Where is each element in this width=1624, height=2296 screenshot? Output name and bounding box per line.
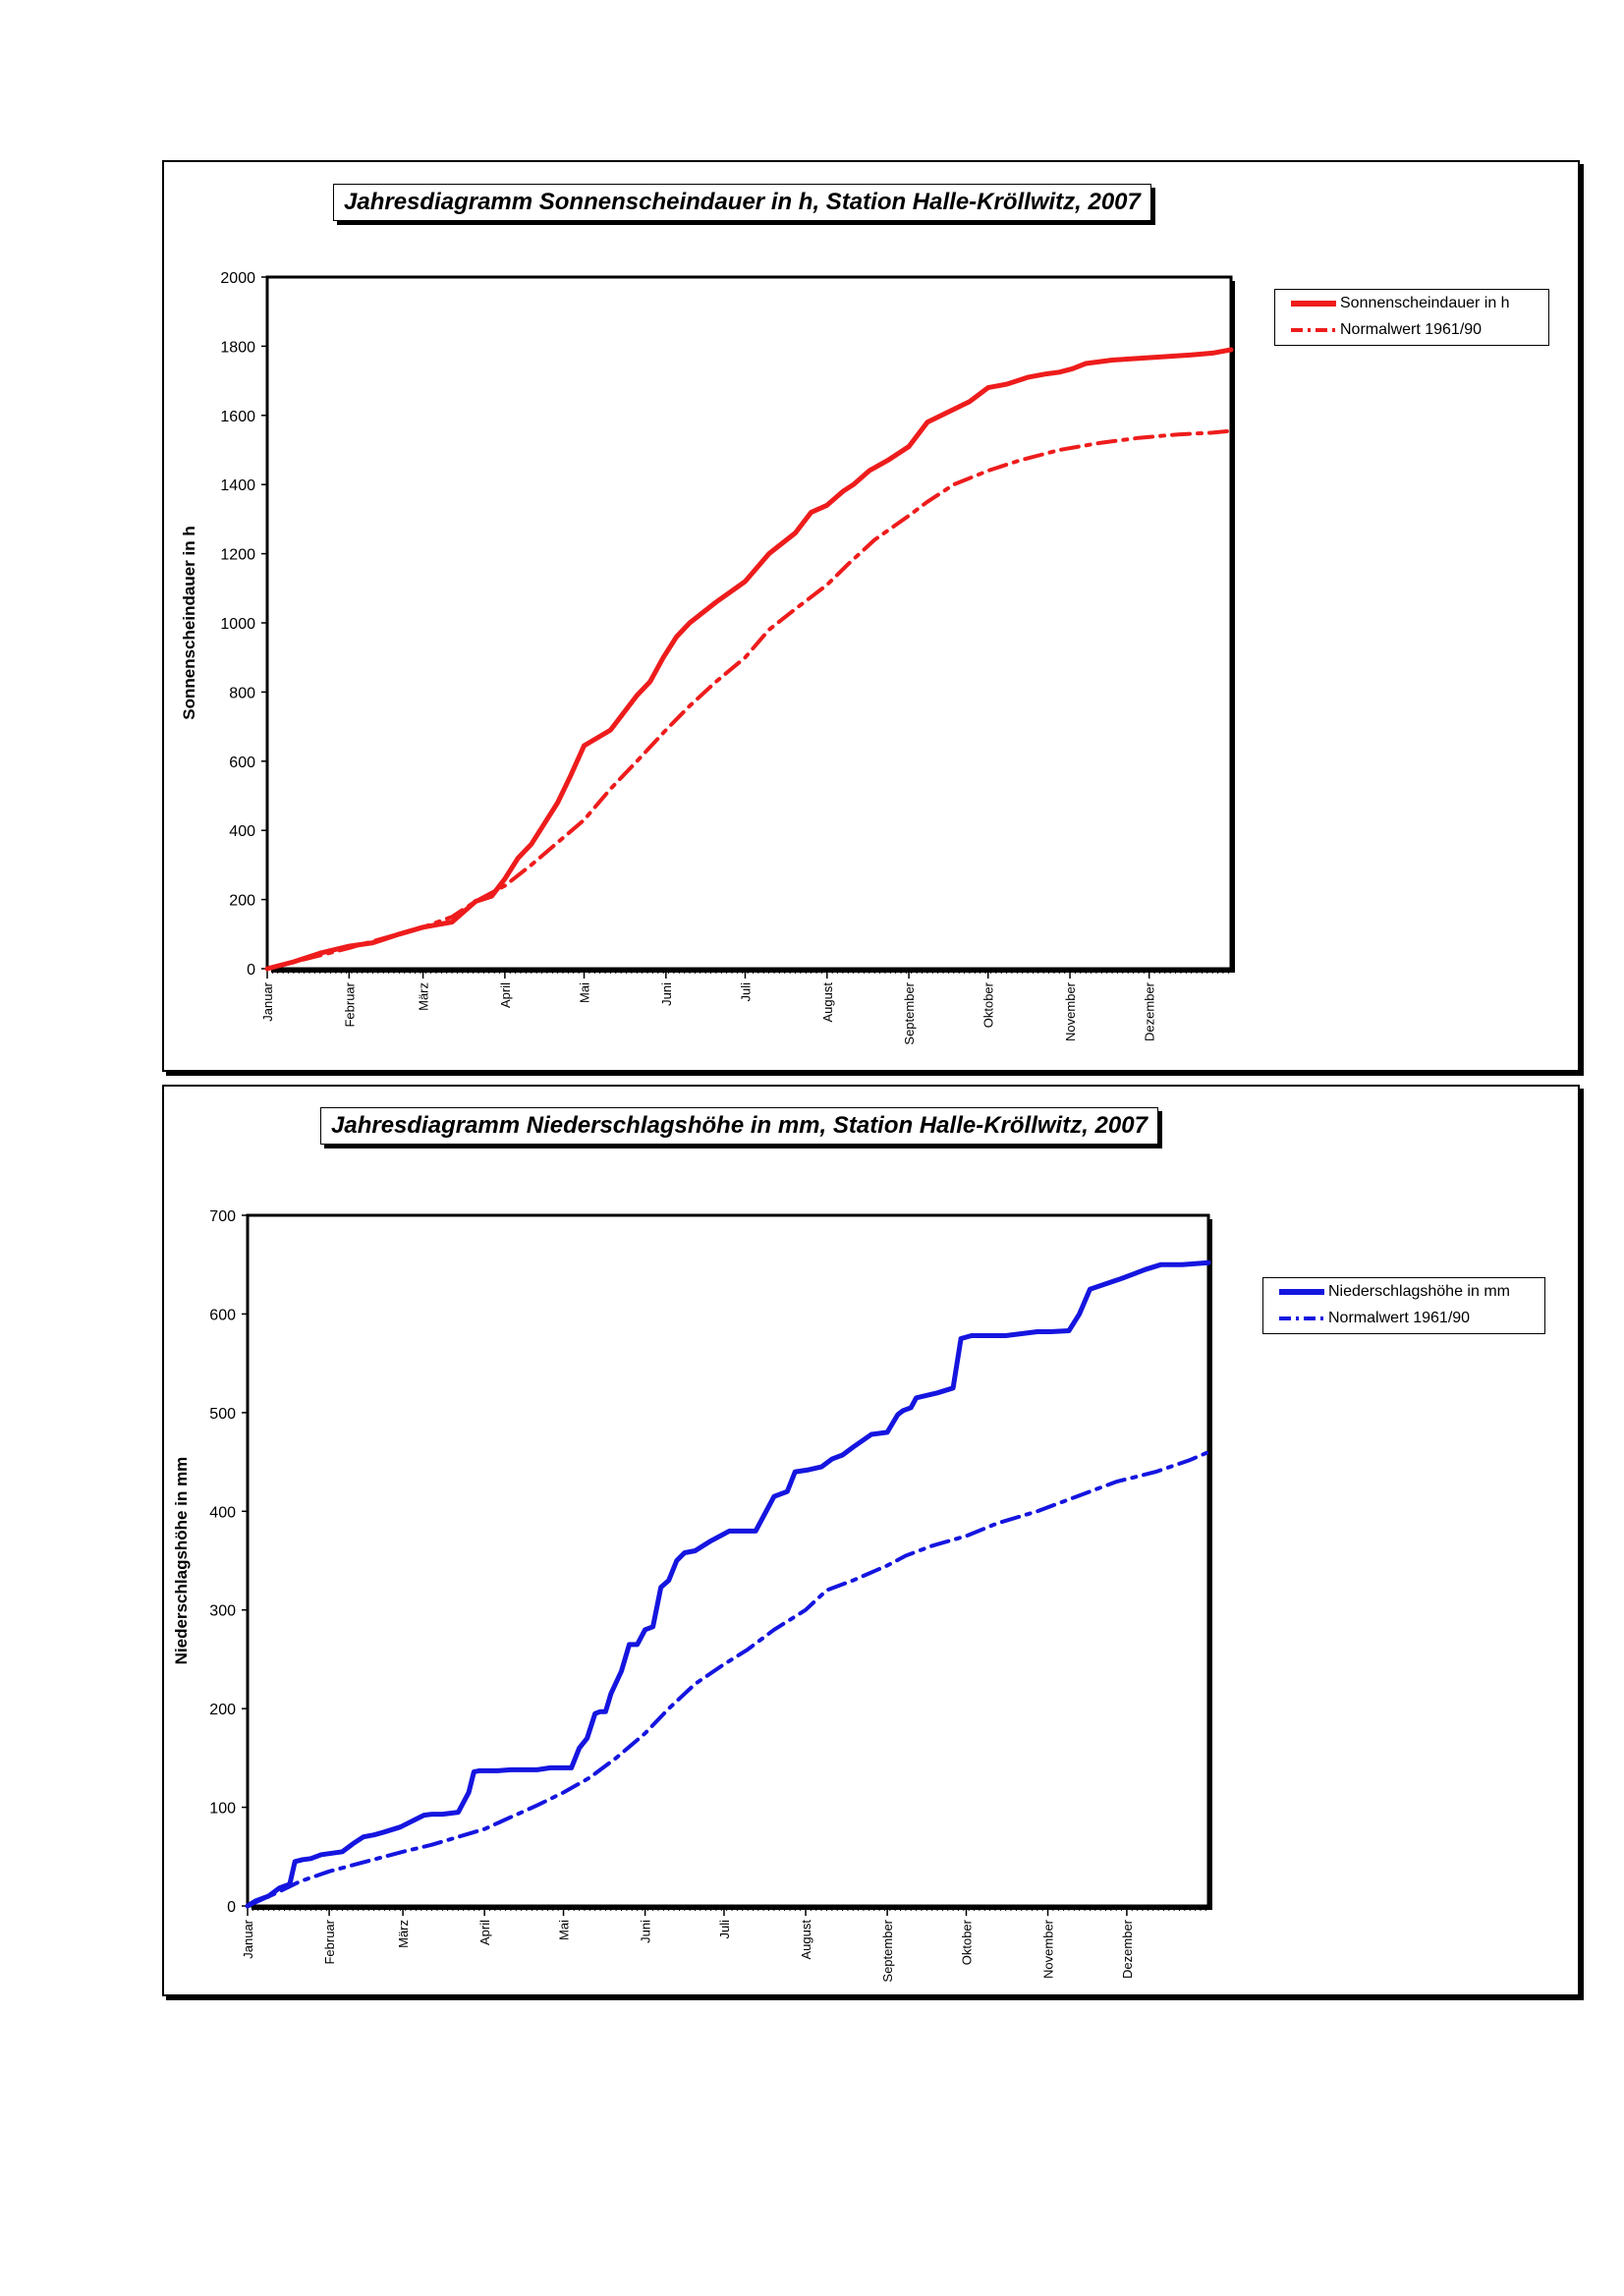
series-line-measured	[245, 1260, 1211, 1909]
y-tick-label: 1800	[220, 339, 255, 356]
legend-label-sunshine: Sonnenscheindauer in h	[1340, 295, 1510, 311]
x-month-label: November	[1063, 981, 1078, 1041]
y-tick-label: 1400	[220, 477, 255, 494]
legend-item-sunshine: Sonnenscheindauer in h	[1275, 290, 1548, 316]
x-month-label: April	[477, 1920, 492, 1945]
x-month-label: September	[902, 981, 917, 1044]
x-month-label: Januar	[241, 1919, 255, 1958]
chart-title-precipitation: Jahresdiagramm Niederschlagshöhe in mm, …	[320, 1107, 1158, 1145]
y-tick-label: 0	[227, 1899, 236, 1916]
x-month-label: Oktober	[981, 981, 996, 1028]
y-tick-label: 0	[247, 962, 255, 979]
y-tick-label: 1600	[220, 409, 255, 425]
legend-precipitation: Niederschlagshöhe in mm Normalwert 1961/…	[1262, 1277, 1545, 1334]
y-tick-label: 600	[209, 1307, 236, 1323]
y-tick-label: 2000	[220, 270, 255, 287]
sunshine-chart: 0 200 400 600 800 1000 1200 1400 1600 1800 2000 Jan…	[180, 270, 1235, 1045]
y-tick-label: 1000	[220, 616, 255, 633]
x-month-label: August	[799, 1920, 813, 1960]
x-month-label: Dezember	[1143, 981, 1157, 1041]
x-month-label: Juli	[717, 1920, 732, 1939]
plot-area	[265, 275, 1233, 971]
x-month-label: Mai	[578, 982, 592, 1003]
series-line-normal	[265, 428, 1233, 971]
x-month-label: Juni	[639, 1920, 653, 1943]
x-month-label: September	[880, 1919, 895, 1982]
x-month-label: November	[1041, 1919, 1056, 1979]
series-line-normal	[246, 1450, 1210, 1908]
y-tick-label: 800	[229, 685, 255, 701]
legend-sunshine: Sonnenscheindauer in h Normalwert 1961/9…	[1274, 289, 1549, 346]
y-tick-label: 400	[209, 1504, 236, 1521]
legend-label-precipitation: Niederschlagshöhe in mm	[1328, 1283, 1510, 1300]
y-tick-label: 700	[209, 1208, 236, 1225]
legend-item-sunshine-normal: Normalwert 1961/90	[1275, 316, 1548, 343]
plot-area	[246, 1213, 1210, 1908]
y-tick-label: 300	[209, 1603, 236, 1620]
x-month-label: Juli	[738, 982, 753, 1002]
y-tick-label: 200	[229, 893, 255, 910]
legend-label-sunshine-normal: Normalwert 1961/90	[1340, 321, 1483, 338]
y-axis-label: Niederschlagshöhe in mm	[172, 1457, 191, 1665]
x-month-label: Februar	[322, 1919, 337, 1964]
x-month-label: März	[396, 1920, 411, 1948]
x-month-label: Oktober	[959, 1919, 974, 1965]
legend-label-precipitation-normal: Normalwert 1961/90	[1328, 1310, 1471, 1326]
legend-item-precipitation-normal: Normalwert 1961/90	[1263, 1305, 1544, 1331]
x-month-label: Juni	[659, 982, 674, 1006]
x-month-label: August	[820, 982, 835, 1023]
x-month-label: Dezember	[1120, 1919, 1135, 1979]
y-tick-label: 600	[229, 755, 255, 771]
y-tick-label: 1200	[220, 547, 255, 564]
y-axis-label: Sonnenscheindauer in h	[180, 526, 198, 719]
x-month-label: März	[417, 982, 431, 1011]
x-month-label: April	[498, 982, 513, 1008]
legend-item-precipitation: Niederschlagshöhe in mm	[1263, 1278, 1544, 1305]
y-tick-label: 500	[209, 1406, 236, 1423]
y-tick-label: 200	[209, 1702, 236, 1718]
x-month-label: Februar	[342, 981, 357, 1027]
chart-title-sunshine: Jahresdiagramm Sonnenscheindauer in h, S…	[333, 184, 1151, 221]
y-tick-label: 400	[229, 823, 255, 840]
x-month-label: Mai	[557, 1920, 572, 1940]
x-month-label: Januar	[260, 981, 275, 1021]
y-tick-label: 100	[209, 1801, 236, 1818]
